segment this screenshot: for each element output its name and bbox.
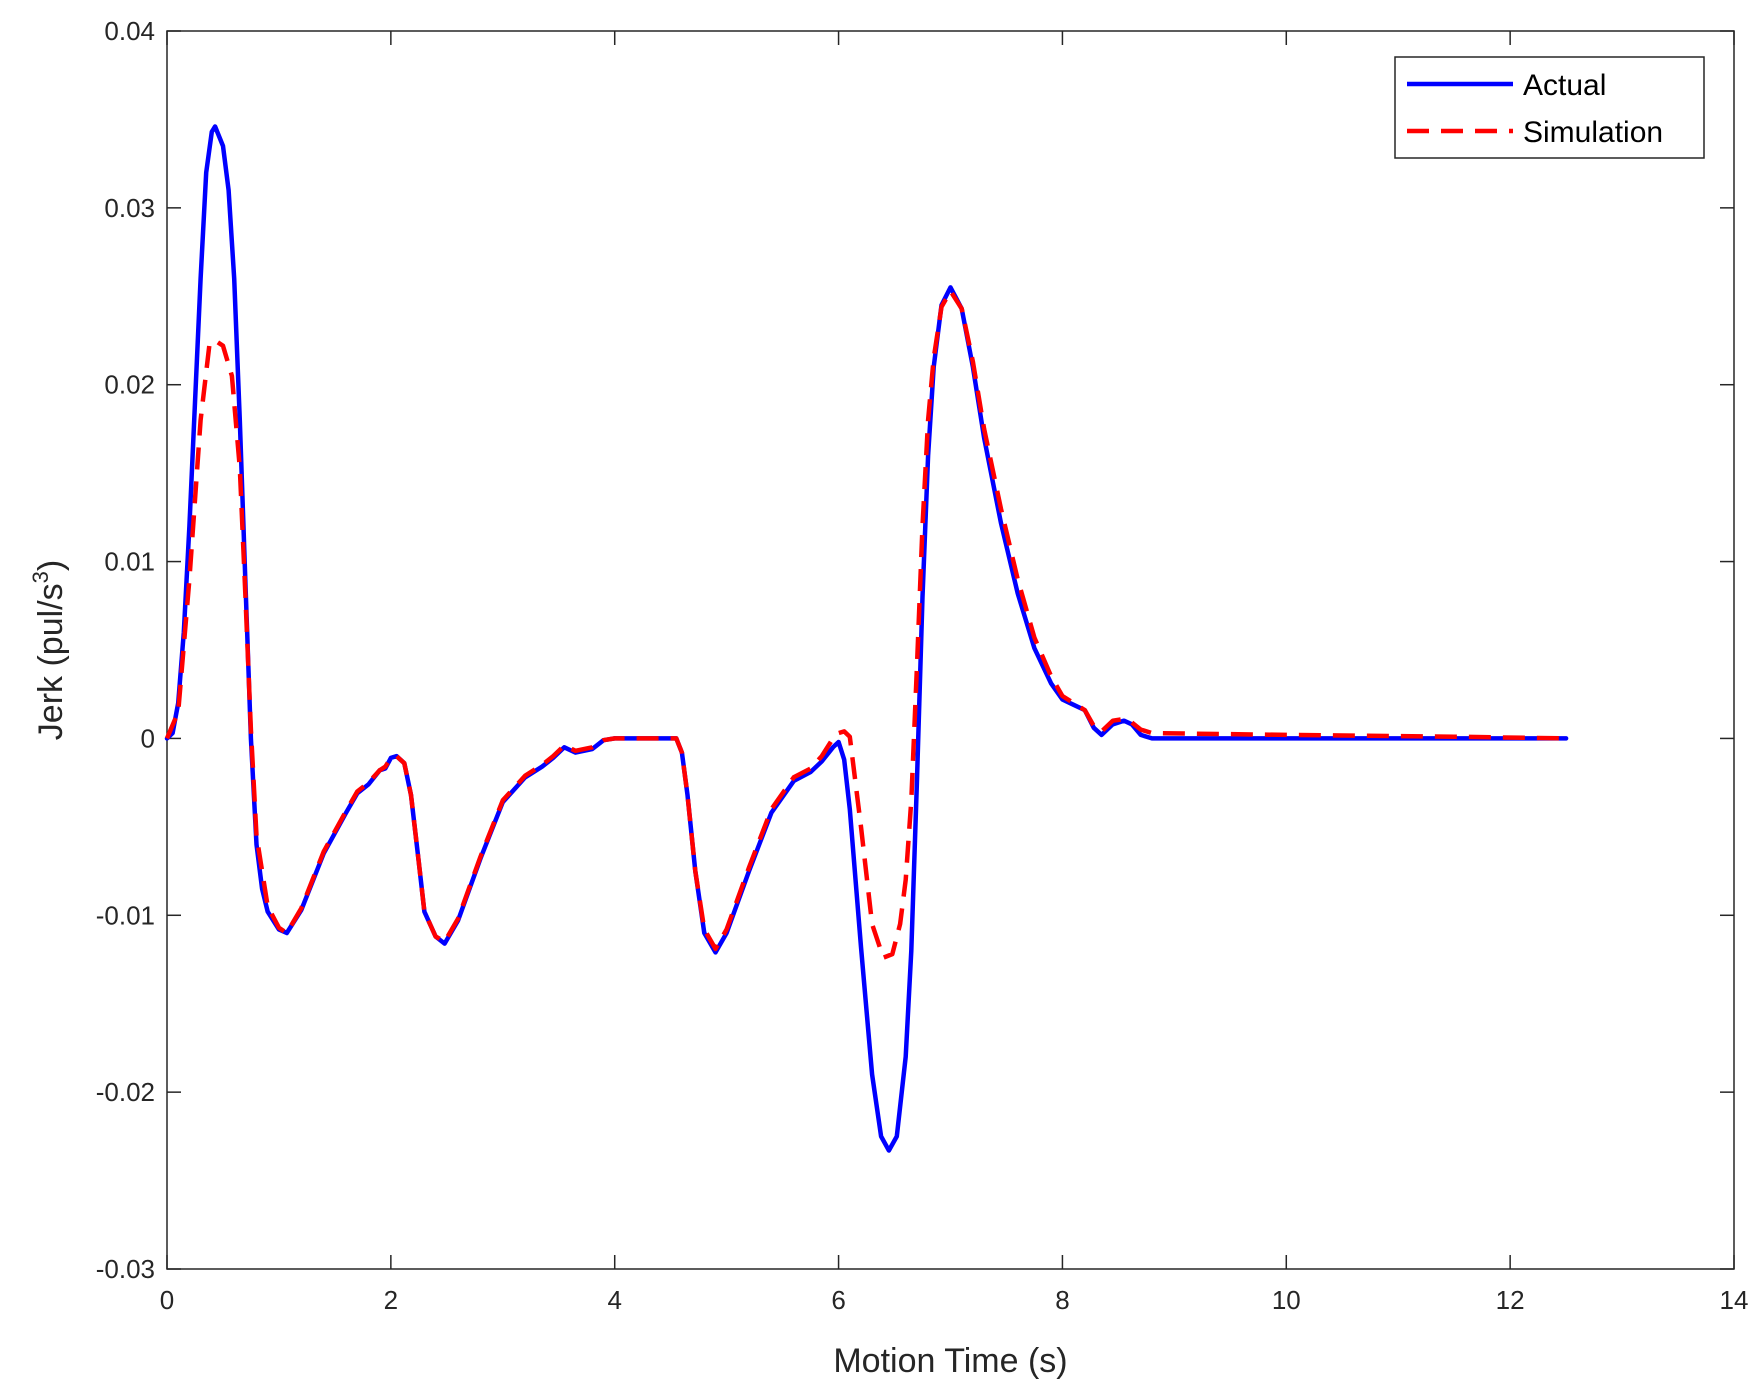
legend-label-actual: Actual [1523,69,1606,102]
y-tick-label: 0 [141,723,155,753]
y-tick-label: 0.04 [104,16,155,46]
y-tick-label: -0.03 [96,1254,155,1284]
x-axis-label: Motion Time (s) [833,1342,1067,1380]
x-tick-label: 8 [1055,1285,1069,1315]
legend: Actual Simulation [1394,56,1705,159]
x-tick-label: 12 [1496,1285,1525,1315]
plot-area [166,30,1735,1270]
x-tick-label: 2 [384,1285,398,1315]
y-tick-label: 0.03 [104,193,155,223]
y-tick-label: 0.02 [104,370,155,400]
legend-label-simulation: Simulation [1523,116,1663,149]
y-tick-label: -0.01 [96,900,155,930]
x-tick-label: 4 [607,1285,621,1315]
legend-box [1394,56,1705,159]
y-axis-label-superscript: 3 [28,571,53,583]
x-tick-label: 10 [1272,1285,1301,1315]
x-tick-label: 14 [1720,1285,1749,1315]
y-axis-label-close: ) [32,560,70,571]
y-tick-label: -0.02 [96,1077,155,1107]
axis-ticks [166,30,1735,1270]
y-axis-label: Jerk (pul/s3) [28,560,70,740]
series-line-simulation [164,288,1567,960]
y-axis-label-main: Jerk (pul/s [32,583,70,740]
axis-tick-labels: 0 2 4 6 8 10 12 14 -0.03 -0.02 -0.01 0 0.01 0.02 0.03 0… [96,16,1749,1315]
x-tick-label: 0 [160,1285,174,1315]
x-tick-label: 6 [831,1285,845,1315]
y-tick-label: 0.01 [104,547,155,577]
series-layer [164,124,1569,1153]
